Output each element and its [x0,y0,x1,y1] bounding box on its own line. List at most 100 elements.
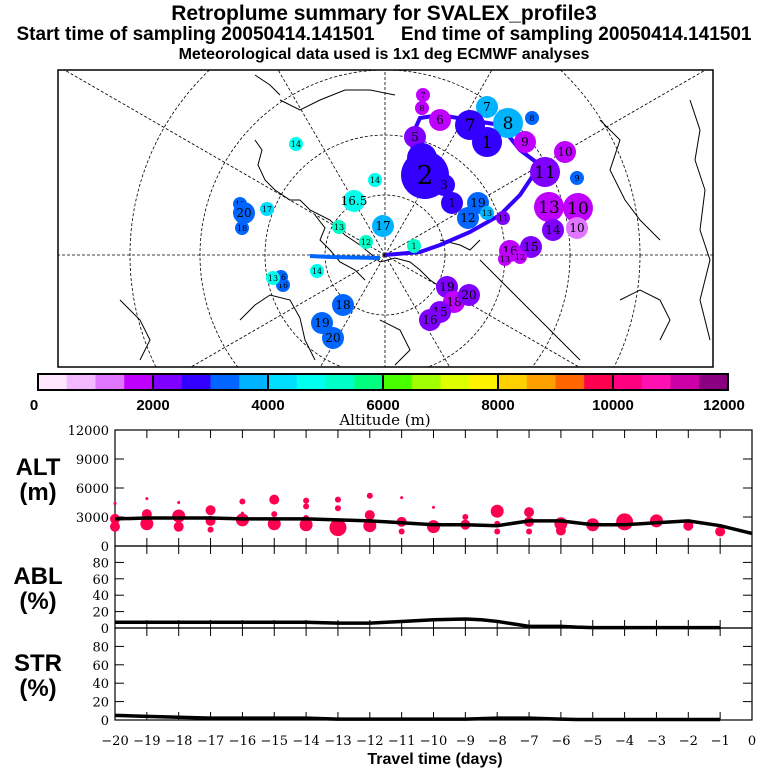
cluster-marker [493,108,523,138]
colorbar-segment [296,374,326,390]
cluster-marker [563,193,593,223]
altitude-point [398,528,405,535]
coastline [254,139,300,201]
cluster-marker [235,221,249,235]
altitude-point [269,494,280,505]
cluster-marker [332,294,354,316]
x-tick-label: −12 [356,734,383,749]
abl-unit: (%) [19,588,57,615]
cluster-label: 10 [569,221,584,235]
cluster-label: 14 [291,140,301,149]
cluster-marker [322,327,344,349]
y-tick-label: 20 [92,696,109,711]
x-tick-label: −18 [165,734,192,749]
cluster-label: 14 [370,176,380,185]
y-tick-label: 80 [92,640,109,655]
altitude-point [173,521,184,532]
cluster-marker [233,202,255,224]
cluster-label: 18 [335,298,350,312]
y-tick-label: 0 [101,540,109,555]
cluster-label: 7 [420,91,425,100]
y-tick-label: 40 [92,589,109,604]
altitude-point [177,501,181,504]
cluster-label: 14 [312,267,322,276]
coastline [619,289,671,341]
colorbar-tick-label: 8000 [481,397,514,414]
altitude-point [432,505,435,509]
cluster-marker [368,173,382,187]
altitude-point [110,521,120,532]
coastline [314,214,366,281]
cluster-label: 8 [529,114,534,123]
cluster-marker [429,109,451,131]
abl-fraction-line [115,617,721,630]
altitude-point [239,498,246,505]
cluster-label: 18 [237,224,247,233]
x-tick-label: −15 [261,734,288,749]
cluster-label: 13 [482,209,492,218]
cluster-label: 13 [334,223,344,232]
colorbar-segment [124,374,154,390]
colorbar-segment [498,374,528,390]
x-tick-label: −2 [679,734,698,749]
alt-panel-label: ALT (m) [8,455,68,505]
altitude-point [526,528,533,535]
altitude-point [205,505,216,516]
cluster-marker [441,192,463,214]
cluster-marker [359,235,373,249]
x-tick-label: −20 [101,734,128,749]
panel-frame [114,545,753,629]
cluster-label: 19 [439,280,454,294]
met-data-note: Meteorological data used is 1x1 deg ECMW… [178,46,590,63]
cluster-marker [372,215,394,237]
x-tick-label: −6 [551,734,570,749]
str-unit: (%) [19,675,57,702]
cluster-label: 1 [482,133,493,153]
altitude-point [145,497,149,501]
cluster-marker [525,111,539,125]
cluster-label: 1 [448,196,456,210]
cluster-marker [289,137,303,151]
sampling-time-subtitle: Start time of sampling 20050414.141501 E… [16,24,752,45]
x-tick-label: −16 [229,734,256,749]
cluster-marker [332,220,346,234]
colorbar-tick-label: 12000 [703,397,745,414]
altitude-point [364,510,375,521]
colorbar-segment [268,374,298,390]
y-tick-label: 12000 [68,424,109,439]
altitude-point [494,528,501,535]
cluster-label: 20 [461,288,476,302]
x-tick-label: −9 [456,734,475,749]
altitude-point [334,505,341,512]
str-panel: 0 20 40 60 80 [92,627,753,729]
x-tick-label: −5 [583,734,602,749]
altitude-point [555,525,566,536]
y-tick-label: 9000 [76,453,109,468]
abl-panel-label: ABL (%) [8,564,68,614]
cluster-marker [514,131,536,153]
str-fraction-line [114,713,721,722]
x-tick-label: −7 [519,734,538,749]
cluster-label: 10 [557,145,572,159]
cluster-marker [415,101,429,115]
cluster-marker [554,141,576,163]
y-tick-label: 80 [92,556,109,571]
y-tick-label: 20 [92,606,109,621]
cluster-label: 1 [411,242,416,251]
cluster-marker [472,127,502,157]
y-tick-label: 60 [92,573,109,588]
colorbar-segment [354,374,384,390]
cluster-marker [407,239,421,253]
meridian-line [63,70,386,256]
cluster-label: 5 [411,130,419,144]
colorbar-segment [95,374,125,390]
altitude-point [303,497,310,504]
x-tick-label: −10 [420,734,447,749]
cluster-marker [498,252,512,266]
colorbar-tick-label: 0 [30,397,38,414]
cluster-label: 11 [498,214,508,223]
cluster-label: 13 [500,255,510,264]
coastline [279,89,396,111]
